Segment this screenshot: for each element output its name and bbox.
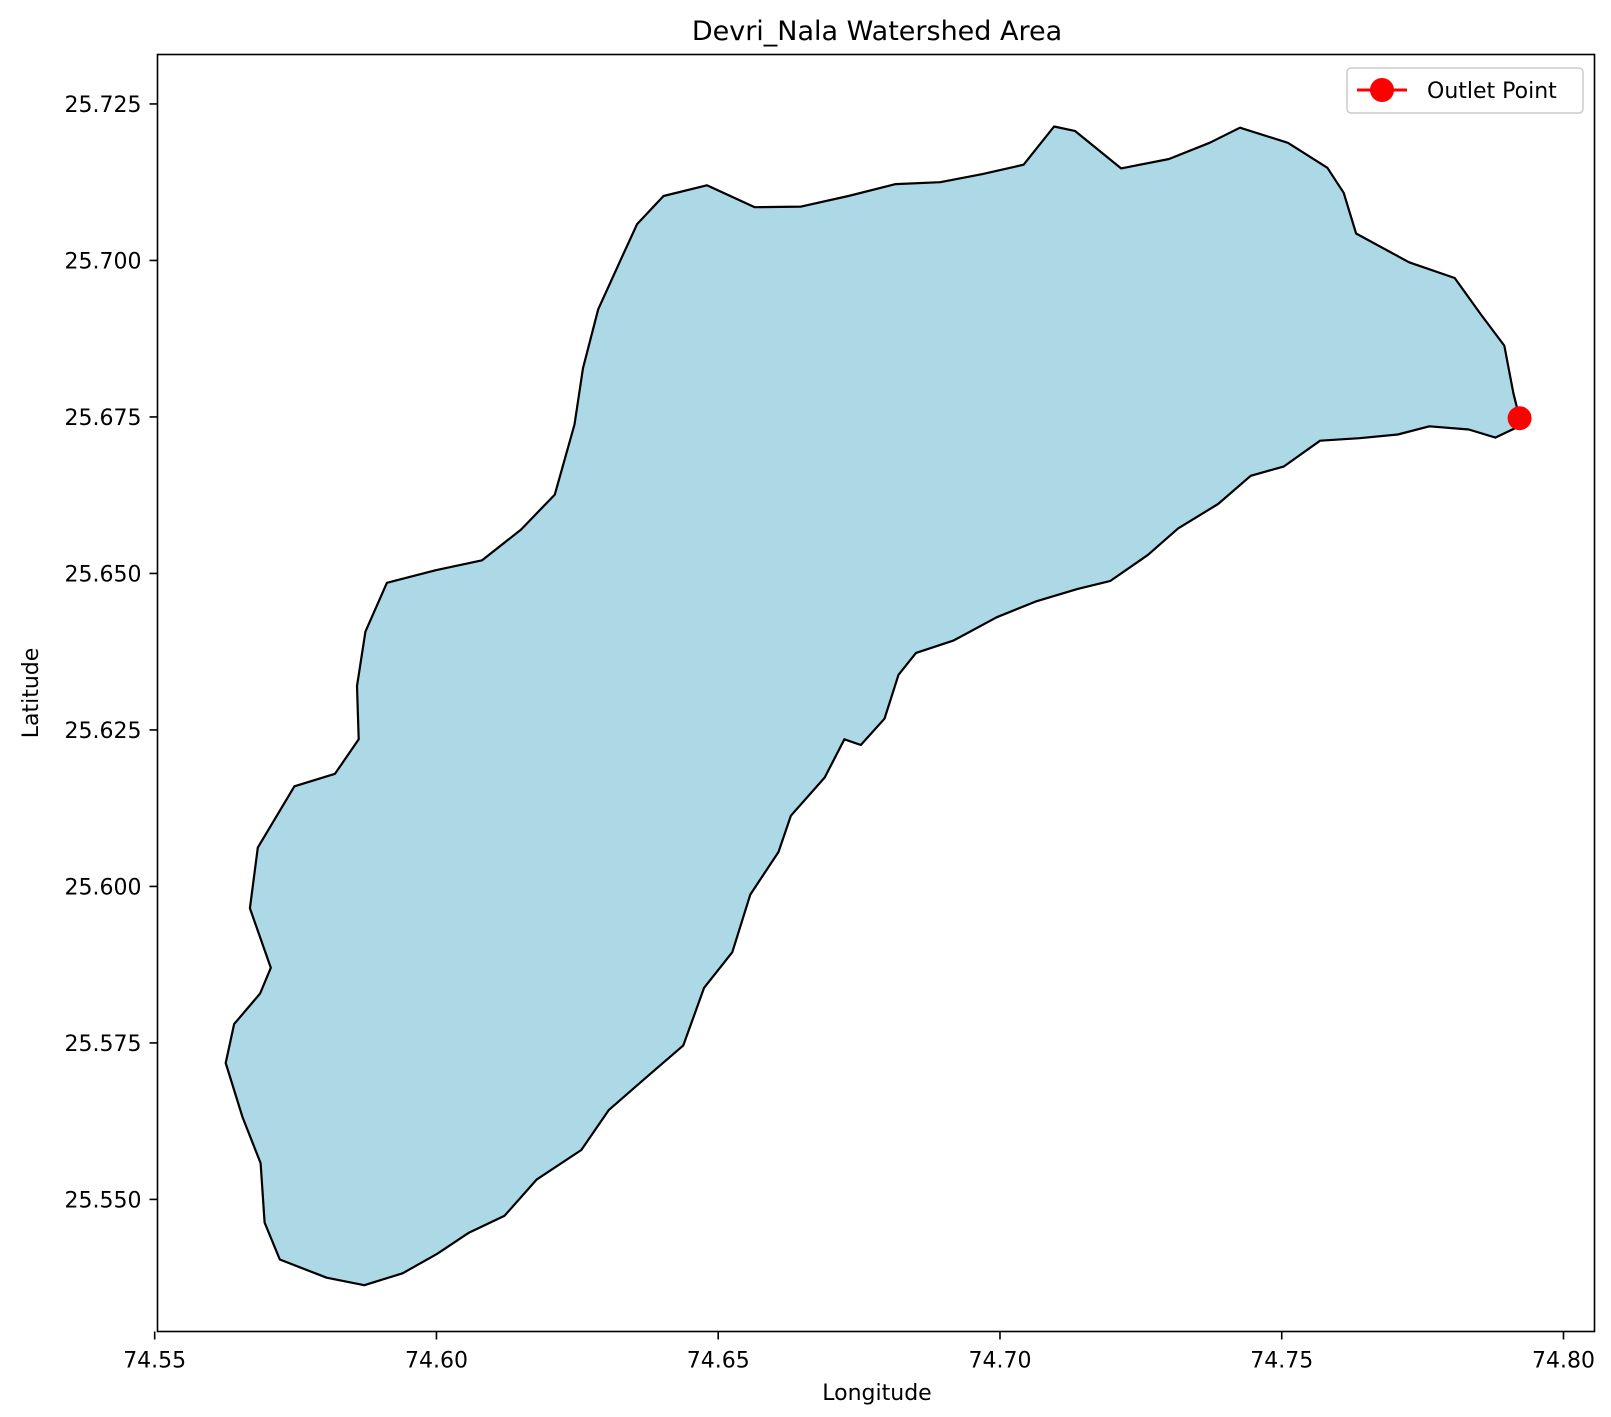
y-axis-label: Latitude [19,648,44,739]
plot-frame [156,53,1596,1333]
chart-title: Devri_Nala Watershed Area [692,16,1062,47]
x-tick-label: 74.80 [1532,1349,1595,1374]
outlet-point-marker [1507,406,1532,431]
legend-label-outlet-point: Outlet Point [1427,79,1557,104]
legend-marker-swatch [1370,78,1394,102]
legend-box [1346,67,1584,114]
x-tick-label: 74.55 [123,1349,186,1374]
x-axis-label: Longitude [822,1381,931,1406]
y-tick-label: 25.675 [65,406,142,431]
y-tick-label: 25.625 [65,719,142,744]
y-axis: 25.550 25.575 25.600 25.625 25.650 25.675 25.7… [65,93,158,1213]
x-tick-label: 74.75 [1250,1349,1313,1374]
x-tick-label: 74.60 [405,1349,468,1374]
y-tick-label: 25.550 [65,1188,142,1213]
y-tick-label: 25.600 [65,875,142,900]
x-tick-label: 74.65 [687,1349,750,1374]
x-axis: 74.55 74.60 74.65 74.70 74.75 74.80 [123,1331,1595,1374]
watershed-polygon [224,125,1521,1287]
y-tick-label: 25.700 [65,249,142,274]
y-tick-label: 25.725 [65,93,142,118]
x-tick-label: 74.70 [968,1349,1031,1374]
y-tick-label: 25.575 [65,1032,142,1057]
y-tick-label: 25.650 [65,562,142,587]
legend: Outlet Point [1346,67,1584,114]
plot-area [156,53,1596,1333]
outlet-layer [1507,406,1532,431]
